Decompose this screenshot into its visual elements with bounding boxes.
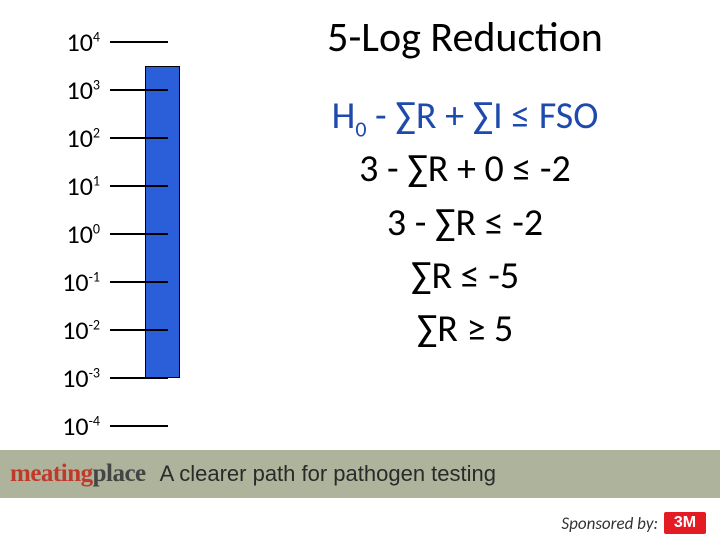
log-scale-column: 104 103 102 101 100 10-1 10-2 10-3 10-4: [30, 18, 200, 450]
footer-tagline: A clearer path for pathogen testing: [160, 461, 496, 487]
equation-block: H0 - ∑R + ∑I ≤ FSO 3 - ∑R + 0 ≤ -2 3 - ∑…: [230, 91, 700, 355]
sponsor-line: Sponsored by: 3M: [561, 512, 706, 534]
scale-row: 10-2: [30, 306, 200, 354]
slide-title: 5-Log Reduction: [230, 12, 700, 63]
content-area: 104 103 102 101 100 10-1 10-2 10-3 10-4 5-Log Re…: [0, 0, 720, 450]
scale-row: 100: [30, 210, 200, 258]
scale-tick: [110, 41, 168, 44]
scale-row: 103: [30, 66, 200, 114]
footer-banner: meatingplace A clearer path for pathogen…: [0, 450, 720, 498]
equation-line-3: 3 - ∑R ≤ -2: [230, 198, 700, 249]
scale-tick: [110, 89, 168, 92]
scale-row: 101: [30, 162, 200, 210]
scale-label: 10-1: [30, 266, 100, 298]
scale-label: 10-3: [30, 362, 100, 394]
equation-line-4: ∑R ≤ -5: [230, 251, 700, 302]
scale-label: 10-4: [30, 410, 100, 442]
scale-tick: [110, 137, 168, 140]
brand-place: place: [93, 460, 146, 487]
right-panel: 5-Log Reduction H0 - ∑R + ∑I ≤ FSO 3 - ∑…: [230, 12, 700, 357]
scale-row: 102: [30, 114, 200, 162]
scale-label: 100: [30, 218, 100, 250]
equation-line-1: H0 - ∑R + ∑I ≤ FSO: [230, 91, 700, 142]
sponsor-label: Sponsored by:: [561, 513, 658, 534]
scale-label: 103: [30, 74, 100, 106]
brand-logo: meatingplace: [10, 460, 146, 488]
scale-row: 10-4: [30, 402, 200, 450]
brand-meating: meating: [10, 460, 93, 487]
slide: 104 103 102 101 100 10-1 10-2 10-3 10-4 5-Log Re…: [0, 0, 720, 540]
scale-label: 104: [30, 26, 100, 58]
equation-line-2: 3 - ∑R + 0 ≤ -2: [230, 144, 700, 195]
scale-row: 10-1: [30, 258, 200, 306]
scale-row: 104: [30, 18, 200, 66]
scale-label: 102: [30, 122, 100, 154]
scale-label: 10-2: [30, 314, 100, 346]
equation-line-5: ∑R ≥ 5: [230, 304, 700, 355]
scale-tick: [110, 377, 168, 380]
scale-row: 10-3: [30, 354, 200, 402]
scale-tick: [110, 425, 168, 428]
h0-term: H0: [332, 93, 367, 139]
scale-label: 101: [30, 170, 100, 202]
scale-tick: [110, 281, 168, 284]
sponsor-logo-3m: 3M: [664, 512, 706, 534]
scale-tick: [110, 329, 168, 332]
scale-tick: [110, 233, 168, 236]
scale-tick: [110, 185, 168, 188]
